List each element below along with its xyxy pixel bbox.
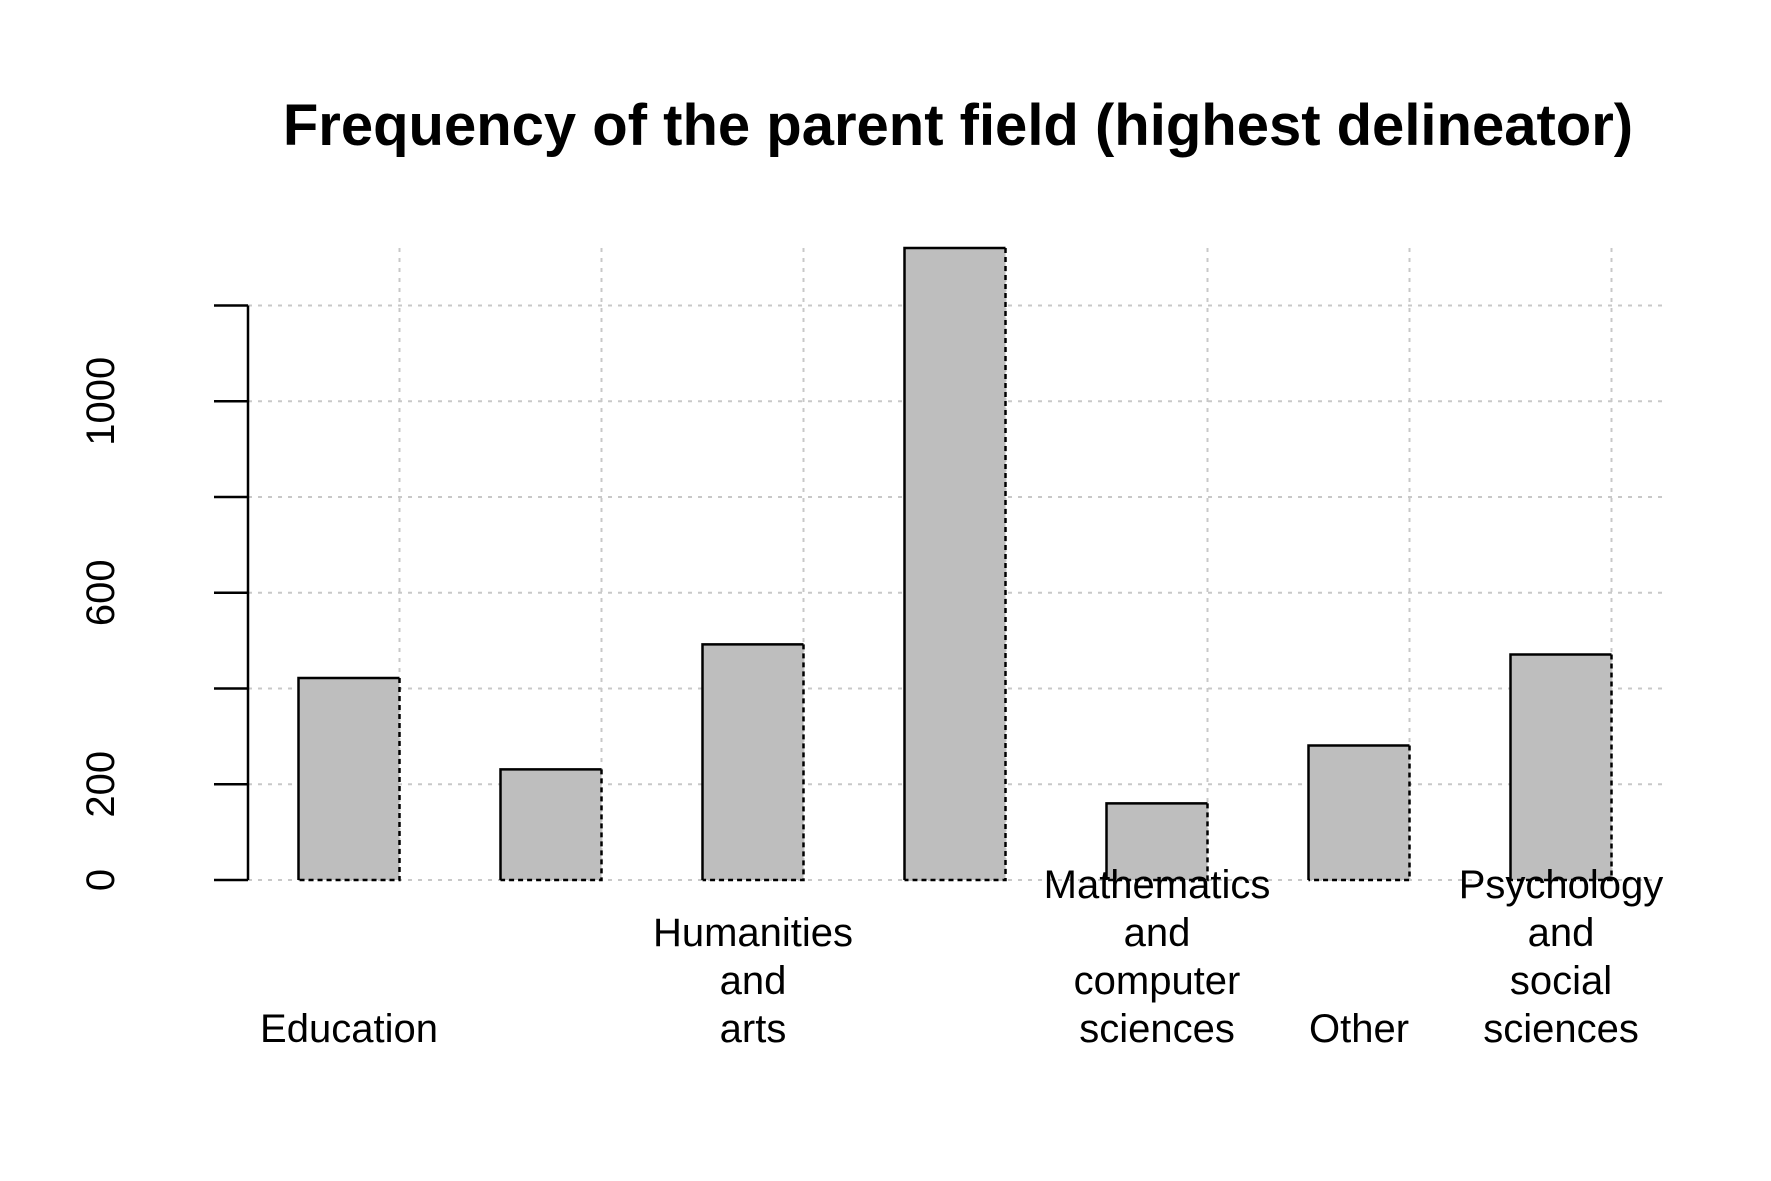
- bar-outline: [1307, 744, 1410, 880]
- category-label-4: Mathematics and computer sciences: [1044, 863, 1271, 1051]
- bars: [297, 246, 1613, 882]
- bar-outline-dashed: [500, 769, 603, 882]
- y-axis: 0 200 600 1000: [79, 304, 250, 891]
- bar-0: [297, 676, 401, 882]
- bar-outline: [1105, 802, 1208, 880]
- y-tick-label: 0: [79, 869, 123, 891]
- chart-title: Frequency of the parent field (highest d…: [283, 93, 1633, 158]
- bar-2: [701, 643, 805, 882]
- bar-5: [1307, 744, 1411, 882]
- bar-outline: [1509, 653, 1612, 880]
- bar-outline: [499, 768, 602, 880]
- bar-outline-dashed: [1106, 803, 1209, 882]
- bar-outline-dashed: [1308, 745, 1411, 882]
- bar-outline: [297, 676, 400, 880]
- bar-fill: [1510, 654, 1612, 880]
- bar-3: [903, 246, 1007, 882]
- y-tick-label: 200: [79, 751, 123, 818]
- y-tick-label: 600: [79, 559, 123, 626]
- bar-outline-dashed: [1510, 654, 1613, 882]
- bar-outline-dashed: [298, 677, 401, 882]
- bar-outline: [701, 643, 804, 880]
- bar-outline-dashed: [904, 248, 1007, 882]
- bar-fill: [904, 248, 1006, 880]
- category-label-6: Psychology and social sciences: [1459, 863, 1664, 1051]
- bar-fill: [1308, 745, 1410, 880]
- bar-fill: [298, 677, 400, 880]
- category-label-0: Education: [260, 1007, 438, 1051]
- bar-fill: [702, 644, 804, 880]
- bar-outline-dashed: [702, 644, 805, 882]
- bar-outline: [903, 246, 1006, 880]
- bar-6: [1509, 653, 1613, 882]
- category-label-2: Humanities and arts: [653, 911, 853, 1051]
- bar-4: [1105, 802, 1209, 882]
- category-labels: Education Humanities and arts Mathematics and…: [260, 863, 1663, 1051]
- category-label-5: Other: [1309, 1007, 1409, 1051]
- y-tick-label: 1000: [79, 357, 123, 446]
- bar-fill: [500, 769, 602, 880]
- bar-1: [499, 768, 603, 882]
- bar-fill: [1106, 803, 1208, 880]
